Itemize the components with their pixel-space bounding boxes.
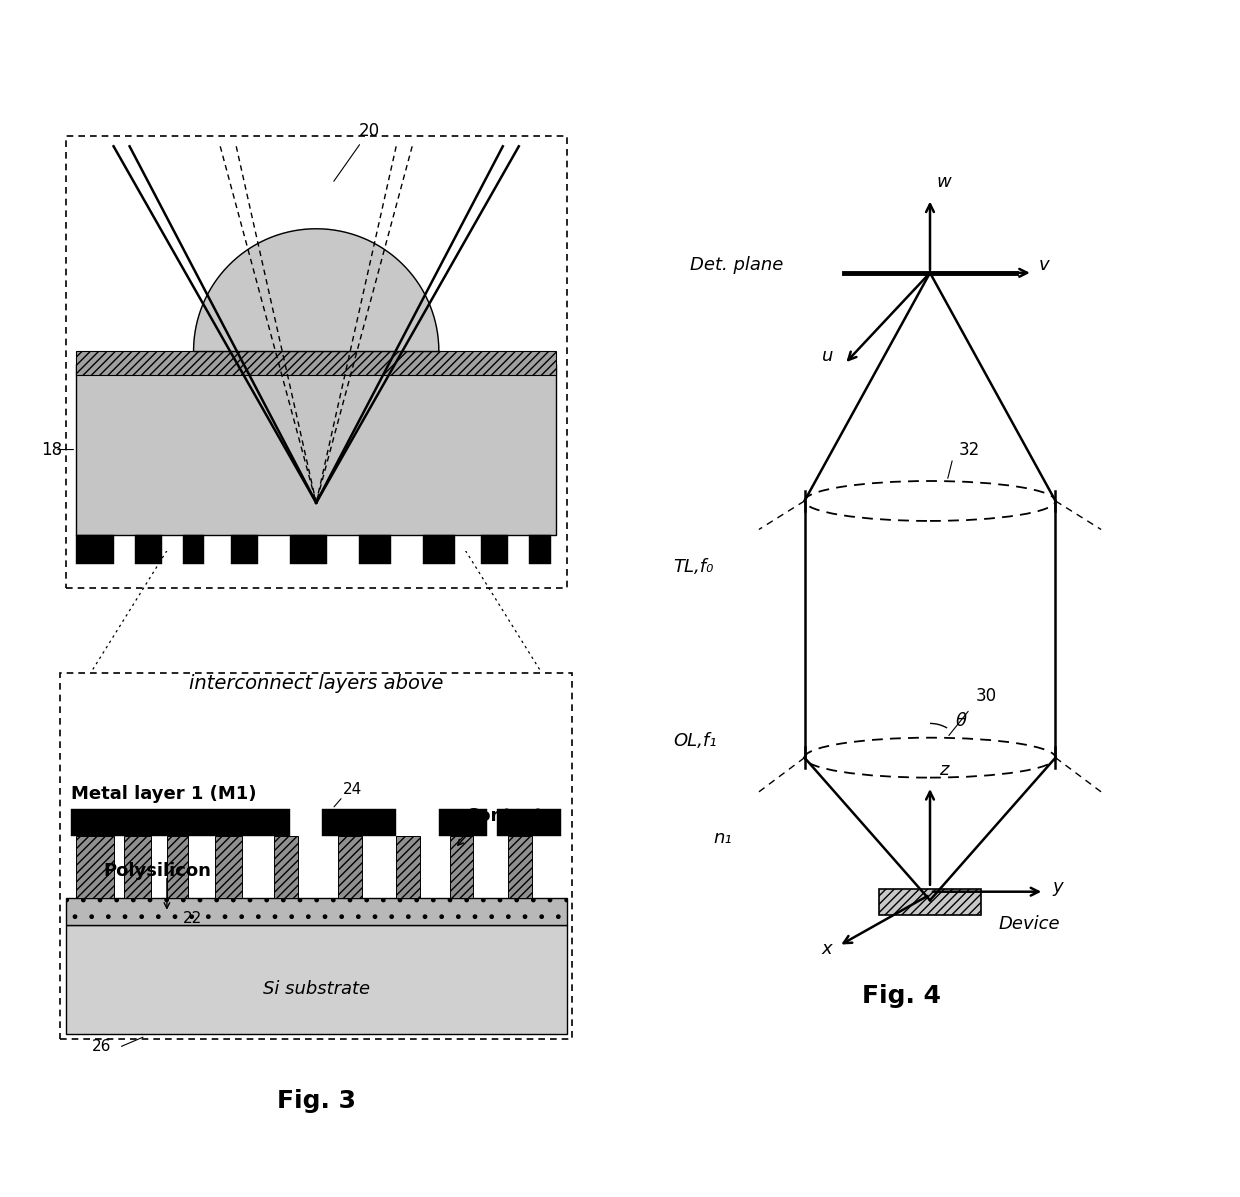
- Polygon shape: [193, 229, 439, 351]
- Bar: [879, 889, 981, 915]
- Bar: [76, 364, 556, 535]
- Bar: [71, 809, 210, 837]
- Bar: [167, 837, 188, 898]
- Text: u: u: [822, 347, 833, 365]
- Text: Contacts: Contacts: [465, 807, 554, 826]
- Text: 26: 26: [92, 1039, 112, 1053]
- Bar: [66, 925, 567, 1034]
- Text: 24: 24: [342, 782, 362, 797]
- Bar: [497, 809, 562, 837]
- Bar: [231, 535, 258, 564]
- Bar: [76, 535, 114, 564]
- Text: interconnect layers above: interconnect layers above: [188, 674, 444, 693]
- Text: v: v: [1038, 256, 1049, 274]
- Text: Device: Device: [998, 915, 1060, 932]
- Bar: [481, 535, 508, 564]
- Bar: [439, 809, 487, 837]
- Bar: [274, 837, 298, 898]
- Bar: [76, 837, 114, 898]
- Bar: [184, 535, 205, 564]
- Bar: [289, 535, 327, 564]
- Bar: [508, 837, 532, 898]
- Bar: [358, 535, 391, 564]
- Text: x: x: [822, 941, 832, 959]
- Text: Si substrate: Si substrate: [263, 980, 370, 998]
- Text: y: y: [1053, 877, 1063, 895]
- Text: Det. plane: Det. plane: [691, 256, 784, 274]
- Text: w: w: [937, 174, 951, 192]
- Bar: [135, 535, 161, 564]
- Text: Metal layer 1 (M1): Metal layer 1 (M1): [71, 785, 257, 803]
- Bar: [396, 837, 420, 898]
- Text: θ: θ: [956, 712, 967, 730]
- Bar: [66, 898, 567, 925]
- Bar: [337, 837, 362, 898]
- Text: 20: 20: [334, 122, 379, 181]
- Text: OL,f₁: OL,f₁: [673, 733, 717, 751]
- Bar: [423, 535, 455, 564]
- Bar: [449, 837, 474, 898]
- Bar: [210, 809, 289, 837]
- Text: Fig. 4: Fig. 4: [862, 984, 941, 1008]
- Text: 22: 22: [184, 911, 202, 925]
- Text: n₁: n₁: [713, 830, 732, 847]
- Text: 32: 32: [959, 442, 980, 460]
- Bar: [124, 837, 151, 898]
- Bar: [529, 535, 551, 564]
- Bar: [321, 809, 397, 837]
- Bar: [76, 351, 556, 375]
- Text: Fig. 3: Fig. 3: [277, 1089, 356, 1113]
- Text: TL,f₀: TL,f₀: [673, 558, 714, 576]
- Text: 18: 18: [42, 440, 63, 458]
- Text: z: z: [939, 761, 949, 779]
- Text: 30: 30: [976, 687, 997, 705]
- Bar: [215, 837, 242, 898]
- Text: Polysilicon: Polysilicon: [103, 862, 211, 880]
